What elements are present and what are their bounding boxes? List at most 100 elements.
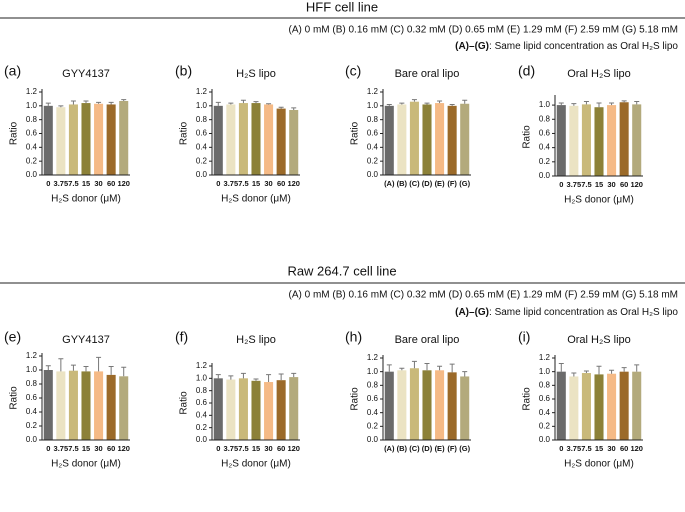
error-bar (386, 103, 392, 106)
error-bar (278, 373, 284, 381)
y-axis-label: Ratio (350, 121, 361, 145)
x-tick-label: 7.5 (68, 179, 78, 188)
x-tick-label: (F) (447, 444, 457, 453)
bar (226, 379, 236, 440)
error-bar (449, 103, 455, 106)
bar (238, 103, 248, 175)
panel-label: (a) (4, 63, 21, 79)
y-tick-label: 0.4 (26, 407, 38, 416)
error-bar (45, 365, 51, 370)
x-tick-label: 7.5 (581, 444, 591, 453)
bar (409, 368, 419, 440)
conditions: (A) 0 mM (B) 0.16 mM (C) 0.32 mM (D) 0.6… (289, 290, 679, 301)
bar (226, 104, 236, 175)
error-bar (240, 99, 246, 104)
bar (397, 370, 407, 440)
error-bar (96, 101, 102, 104)
bar (251, 380, 261, 440)
bar (81, 371, 91, 440)
note: (A)–(G): Same lipid concentration as Ora… (455, 41, 678, 52)
y-tick-label: 0.4 (196, 410, 208, 419)
y-tick-label: 0.2 (196, 423, 208, 432)
x-tick-label: 7.5 (238, 444, 248, 453)
y-axis-label: Ratio (179, 121, 190, 145)
y-tick-label: 0.8 (26, 115, 38, 124)
x-axis-label: H₂S donor (μM) (564, 459, 634, 470)
conditions: (A) 0 mM (B) 0.16 mM (C) 0.32 mM (D) 0.6… (289, 25, 679, 36)
panel-label: (f) (175, 329, 188, 345)
x-tick-label: 30 (264, 179, 272, 188)
bar (397, 104, 407, 175)
error-bar (634, 364, 640, 372)
x-tick-label: (D) (422, 444, 433, 453)
y-tick-label: 0.8 (367, 380, 379, 389)
bar (106, 104, 116, 175)
error-bar (411, 360, 417, 369)
panel-label: (c) (345, 63, 361, 79)
section-title: HFF cell line (306, 0, 378, 14)
bar (569, 376, 579, 440)
bar (119, 100, 129, 175)
bar (581, 373, 591, 440)
error-bar (83, 366, 89, 372)
x-tick-label: 3.75 (567, 444, 582, 453)
bar (276, 380, 286, 440)
bar (594, 374, 604, 440)
bar (594, 107, 604, 176)
x-axis-label: H₂S donor (μM) (564, 195, 634, 206)
bar (422, 370, 432, 440)
bar (56, 371, 66, 440)
y-axis-label: Ratio (179, 391, 190, 415)
y-tick-label: 0.6 (196, 398, 208, 407)
y-tick-label: 0.6 (367, 129, 379, 138)
bar (619, 371, 629, 440)
note-text: : Same lipid concentration as Oral H₂S l… (489, 41, 678, 52)
y-tick-label: 0.8 (539, 380, 551, 389)
bar (56, 107, 66, 175)
x-tick-label: 3.75 (224, 444, 239, 453)
bar (289, 377, 299, 440)
y-tick-label: 0.4 (26, 142, 38, 151)
x-tick-label: 7.5 (68, 444, 78, 453)
x-tick-label: 7.5 (238, 179, 248, 188)
y-axis-label: Ratio (9, 386, 20, 410)
x-tick-label: (C) (409, 179, 420, 188)
x-tick-label: 0 (46, 444, 50, 453)
bar (607, 373, 617, 440)
y-tick-label: 0.2 (26, 156, 38, 165)
bar (94, 371, 104, 440)
y-tick-label: 0.8 (196, 386, 208, 395)
y-tick-label: 1.2 (196, 87, 208, 96)
error-bar (558, 102, 564, 106)
panel-label: (e) (4, 329, 21, 345)
error-bar (437, 100, 443, 104)
bar (569, 105, 579, 176)
error-bar (609, 369, 615, 374)
y-tick-label: 0.2 (196, 156, 208, 165)
y-tick-label: 0.6 (539, 129, 551, 138)
y-tick-label: 0.8 (367, 115, 379, 124)
y-tick-label: 1.0 (367, 101, 379, 110)
x-tick-label: 60 (107, 179, 115, 188)
x-tick-label: 15 (595, 444, 603, 453)
x-tick-label: (A) (384, 444, 395, 453)
y-tick-label: 0.6 (367, 394, 379, 403)
error-bar (634, 101, 640, 105)
error-bar (399, 102, 405, 105)
y-tick-label: 0.8 (26, 379, 38, 388)
bar (68, 370, 78, 440)
y-tick-label: 0.4 (367, 408, 379, 417)
x-tick-label: 0 (559, 180, 563, 189)
x-axis-label: H₂S donor (μM) (51, 459, 121, 470)
error-bar (291, 107, 297, 110)
x-tick-label: 3.75 (224, 179, 239, 188)
x-tick-label: (B) (397, 444, 408, 453)
bar (213, 105, 223, 175)
y-axis-label: Ratio (522, 387, 533, 411)
x-tick-label: 15 (595, 180, 603, 189)
y-axis-label: Ratio (522, 125, 533, 149)
y-tick-label: 0.0 (196, 435, 208, 444)
chart-title: H₂S lipo (236, 68, 276, 80)
x-tick-label: 15 (82, 179, 90, 188)
y-tick-label: 1.0 (196, 101, 208, 110)
